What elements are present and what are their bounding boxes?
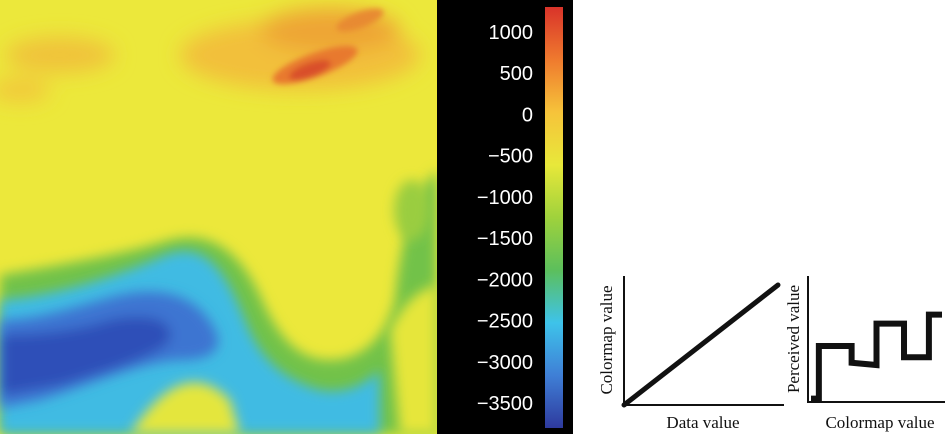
plot2-x-label: Colormap value [825,413,934,432]
plot1-x-label: Data value [666,413,739,432]
colorbar-tick-label: −1500 [477,228,533,250]
plot1-data-line [621,282,781,408]
heatmap-deep-blue [0,291,219,408]
elevation-heatmap [0,0,437,434]
perceptual-mapping-plot: Colormap value Perceived value [784,276,945,432]
colorbar-tick-label: 1000 [489,22,534,44]
colorbar-tick-label: −2000 [477,269,533,291]
colorbar-tick-label: −2500 [477,311,533,333]
plot1-y-label: Colormap value [597,285,616,394]
heatmap-image [0,0,437,434]
colorbar-tick-label: 0 [522,104,533,126]
linear-mapping-plot: Data value Colormap value [597,276,784,432]
colorbar-panel: 1000 500 0 −500 −1000 −1500 −2000 −2500 −3000 −35… [437,0,573,434]
colorbar-tick-label: 500 [500,63,533,85]
colorbar-tick-label: −3000 [477,352,533,374]
colorbar-tick-label: −3500 [477,393,533,415]
colorbar-tick-label: −1000 [477,187,533,209]
plot2-data-line [811,311,942,402]
colorbar: 1000 500 0 −500 −1000 −1500 −2000 −2500 −3000 −35… [477,7,563,428]
plot2-y-label: Perceived value [784,285,803,393]
colorbar-tick-label: −500 [488,146,533,168]
colorbar-gradient [545,7,563,428]
